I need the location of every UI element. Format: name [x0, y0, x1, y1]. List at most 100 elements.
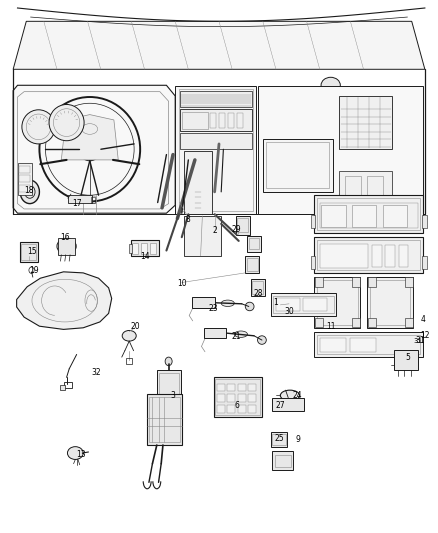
Bar — [19, 175, 30, 182]
Bar — [339, 171, 392, 205]
Bar — [252, 281, 263, 294]
Ellipse shape — [258, 336, 266, 344]
Bar — [249, 238, 259, 249]
Text: 28: 28 — [254, 289, 263, 297]
Bar — [227, 405, 235, 413]
Bar — [317, 335, 420, 354]
Bar — [68, 195, 92, 203]
Bar — [320, 244, 368, 268]
Bar — [129, 244, 132, 253]
Text: 11: 11 — [326, 322, 336, 330]
Bar — [141, 243, 147, 254]
Text: 16: 16 — [60, 233, 70, 241]
Ellipse shape — [28, 189, 32, 195]
Bar — [204, 328, 226, 338]
Text: 20: 20 — [130, 322, 140, 330]
Bar — [131, 240, 159, 256]
Bar — [352, 318, 360, 327]
Bar — [271, 293, 336, 316]
Bar — [317, 240, 420, 270]
Bar — [422, 256, 427, 269]
Bar — [60, 385, 65, 390]
Text: 8: 8 — [186, 215, 191, 224]
Bar — [20, 242, 38, 262]
Text: 15: 15 — [27, 247, 36, 256]
Bar — [179, 89, 253, 211]
Text: 1: 1 — [274, 298, 278, 307]
Bar — [339, 96, 392, 149]
Text: 24: 24 — [292, 391, 302, 400]
Bar — [405, 277, 413, 287]
Bar — [422, 215, 427, 228]
Bar — [383, 205, 407, 227]
Bar — [314, 195, 423, 233]
Bar — [91, 197, 95, 203]
Bar — [314, 332, 423, 357]
Bar — [263, 139, 333, 192]
Text: 12: 12 — [420, 332, 430, 340]
Bar — [132, 243, 138, 254]
Bar — [215, 379, 260, 415]
Bar — [368, 277, 376, 287]
Bar — [266, 142, 329, 188]
Text: 29: 29 — [232, 225, 241, 233]
Bar — [175, 86, 256, 214]
Bar — [19, 185, 30, 192]
Text: 5: 5 — [405, 353, 410, 361]
Bar — [184, 151, 212, 214]
Bar — [180, 133, 252, 149]
Bar — [320, 338, 346, 352]
Bar — [370, 280, 410, 325]
Bar — [180, 109, 252, 131]
Bar — [315, 318, 323, 327]
Ellipse shape — [181, 107, 194, 122]
Bar — [303, 298, 327, 311]
Bar — [272, 434, 286, 445]
Bar — [314, 237, 423, 273]
Text: 23: 23 — [209, 304, 219, 312]
Bar — [314, 277, 360, 328]
Bar — [149, 397, 180, 442]
Bar — [210, 113, 216, 128]
Text: 32: 32 — [92, 368, 101, 376]
Ellipse shape — [321, 77, 340, 93]
Bar — [238, 405, 246, 413]
Text: 21: 21 — [232, 333, 241, 341]
Ellipse shape — [245, 302, 254, 311]
Bar — [248, 405, 256, 413]
Bar — [21, 244, 36, 260]
Ellipse shape — [22, 110, 55, 144]
Ellipse shape — [67, 447, 83, 459]
Text: 9: 9 — [295, 435, 300, 444]
Bar — [368, 318, 376, 327]
Ellipse shape — [20, 180, 39, 204]
Bar — [245, 256, 259, 273]
Text: 17: 17 — [72, 199, 81, 208]
Bar — [214, 377, 262, 417]
Bar — [217, 394, 225, 402]
Bar — [352, 277, 360, 287]
Bar — [248, 394, 256, 402]
Text: 25: 25 — [275, 434, 284, 442]
Ellipse shape — [49, 104, 84, 141]
Text: 4: 4 — [420, 316, 425, 324]
Bar — [405, 318, 413, 327]
Bar — [237, 113, 243, 128]
Bar — [64, 382, 72, 388]
Text: 31: 31 — [414, 338, 423, 344]
Bar — [217, 405, 225, 413]
Bar — [317, 280, 358, 325]
Bar — [227, 384, 235, 391]
Bar — [251, 279, 265, 296]
Polygon shape — [13, 21, 425, 69]
Bar — [126, 358, 132, 364]
Bar — [150, 243, 156, 254]
Polygon shape — [61, 115, 118, 160]
Text: 18: 18 — [24, 187, 33, 195]
Bar — [159, 373, 179, 403]
Text: 30: 30 — [284, 308, 294, 316]
Bar — [228, 113, 234, 128]
Text: 2: 2 — [212, 226, 217, 235]
Text: 14: 14 — [140, 253, 149, 261]
Ellipse shape — [165, 357, 172, 366]
